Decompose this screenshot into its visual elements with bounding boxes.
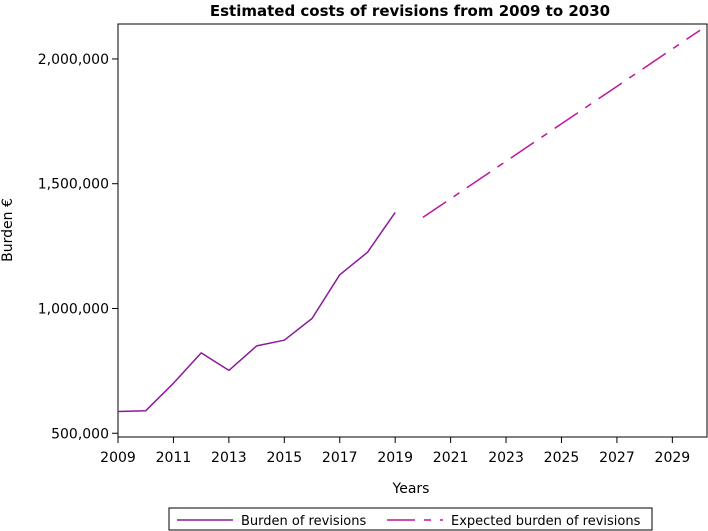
x-tick-label: 2017	[322, 450, 358, 466]
x-tick-label: 2027	[599, 450, 635, 466]
y-tick-label: 1,000,000	[38, 301, 109, 317]
legend-label-expected-burden-of-revisions: Expected burden of revisions	[451, 514, 641, 529]
plot-frame	[117, 23, 708, 438]
series-group	[117, 29, 701, 413]
x-axis-title: Years	[392, 481, 430, 497]
x-tick-label: 2015	[266, 450, 302, 466]
x-tick-label: 2011	[156, 450, 192, 466]
x-tick-label: 2023	[488, 450, 524, 466]
x-axis: 2009 2011 2013 2015 2017 2019 2021 2023 2025 2027…	[100, 437, 690, 466]
y-tick-label: 2,000,000	[38, 52, 109, 68]
x-tick-label: 2013	[211, 450, 247, 466]
y-tick-label: 500,000	[51, 426, 109, 442]
y-tick-label: 1,500,000	[38, 177, 109, 193]
legend: Burden of revisions Expected burden of r…	[168, 507, 653, 531]
x-tick-label: 2019	[377, 450, 413, 466]
series-line-burden-of-revisions	[117, 211, 396, 413]
legend-frame	[168, 507, 653, 531]
x-tick-label: 2025	[544, 450, 580, 466]
x-tick-label: 2021	[433, 450, 469, 466]
series-line-expected-burden-of-revisions	[422, 29, 701, 219]
x-tick-label: 2009	[100, 450, 136, 466]
chart-title: Estimated costs of revisions from 2009 t…	[210, 2, 610, 20]
legend-label-burden-of-revisions: Burden of revisions	[241, 514, 366, 529]
y-axis-title: Burden €	[0, 198, 16, 262]
y-axis: 500,000 1,000,000 1,500,000 2,000,000	[38, 52, 118, 442]
x-tick-label: 2029	[655, 450, 691, 466]
